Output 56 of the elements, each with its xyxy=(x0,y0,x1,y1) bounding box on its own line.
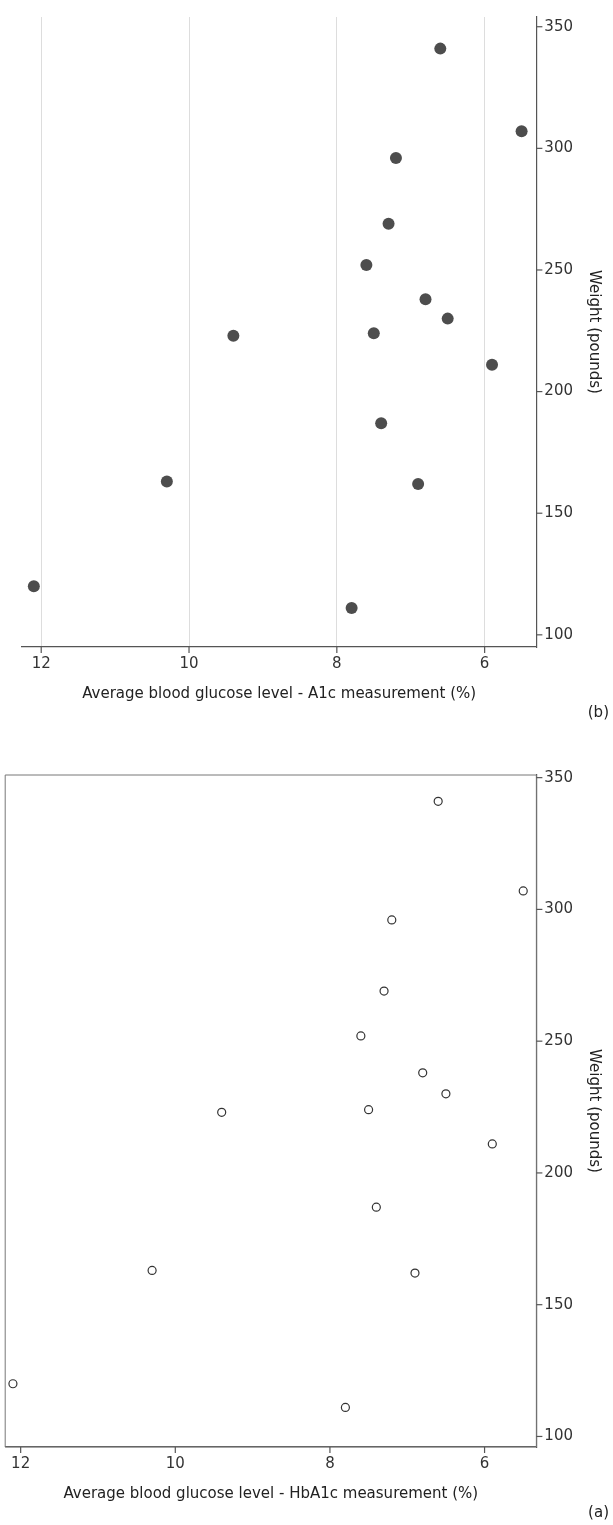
point xyxy=(412,478,425,491)
point xyxy=(441,1089,451,1099)
x-tick-label: 6 xyxy=(479,1453,490,1472)
point xyxy=(418,1068,428,1078)
y-axis-title: Weight (pounds) xyxy=(586,270,605,394)
x-tick-label: 8 xyxy=(325,1453,335,1472)
point xyxy=(518,886,528,896)
y-tick-label: 250 xyxy=(544,259,574,278)
y-tick-label: 350 xyxy=(544,16,574,35)
point xyxy=(379,986,389,996)
point xyxy=(515,125,528,138)
point xyxy=(410,1268,420,1278)
point xyxy=(367,327,380,340)
point xyxy=(486,358,499,371)
x-tick-label: 10 xyxy=(179,653,199,672)
point xyxy=(8,1379,18,1389)
point xyxy=(441,312,454,325)
y-tick-label: 200 xyxy=(544,381,574,400)
x-tick-label: 8 xyxy=(332,653,342,672)
x-tick-label: 6 xyxy=(479,653,490,672)
text: (a) xyxy=(588,1503,609,1522)
point xyxy=(434,42,447,55)
x-tick-label: 10 xyxy=(165,1453,185,1472)
point xyxy=(433,796,443,806)
point xyxy=(27,580,40,593)
point xyxy=(340,1402,350,1413)
y-tick-label: 300 xyxy=(544,899,574,918)
point xyxy=(387,915,397,925)
y-tick-label: 100 xyxy=(544,1426,574,1445)
point xyxy=(160,475,173,488)
text: (b) xyxy=(587,703,609,722)
y-tick-label: 250 xyxy=(544,1031,574,1050)
y-tick-label: 300 xyxy=(544,138,574,157)
point xyxy=(147,1265,157,1276)
y-tick-label: 150 xyxy=(544,1294,574,1313)
point xyxy=(382,217,395,230)
point xyxy=(419,293,432,306)
x-tick-label: 12 xyxy=(11,1453,31,1472)
point xyxy=(389,152,402,165)
x-axis-title: Average blood glucose level - HbA1c measurement (%) xyxy=(63,1483,479,1502)
point xyxy=(375,417,388,430)
y-axis-title: Weight (pounds) xyxy=(586,1049,605,1173)
x-tick-label: 12 xyxy=(31,653,51,672)
x-axis-title: Average blood glucose level - A1c measurement (%) xyxy=(82,683,477,702)
point xyxy=(356,1031,366,1041)
point xyxy=(363,1105,374,1115)
point xyxy=(487,1139,497,1149)
point xyxy=(360,259,373,272)
point xyxy=(227,329,240,342)
y-tick-label: 100 xyxy=(544,624,574,643)
point xyxy=(371,1202,381,1212)
y-tick-label: 350 xyxy=(544,767,574,786)
y-tick-label: 200 xyxy=(544,1162,574,1181)
point xyxy=(345,602,358,615)
point xyxy=(217,1107,227,1117)
y-tick-label: 150 xyxy=(544,503,574,522)
